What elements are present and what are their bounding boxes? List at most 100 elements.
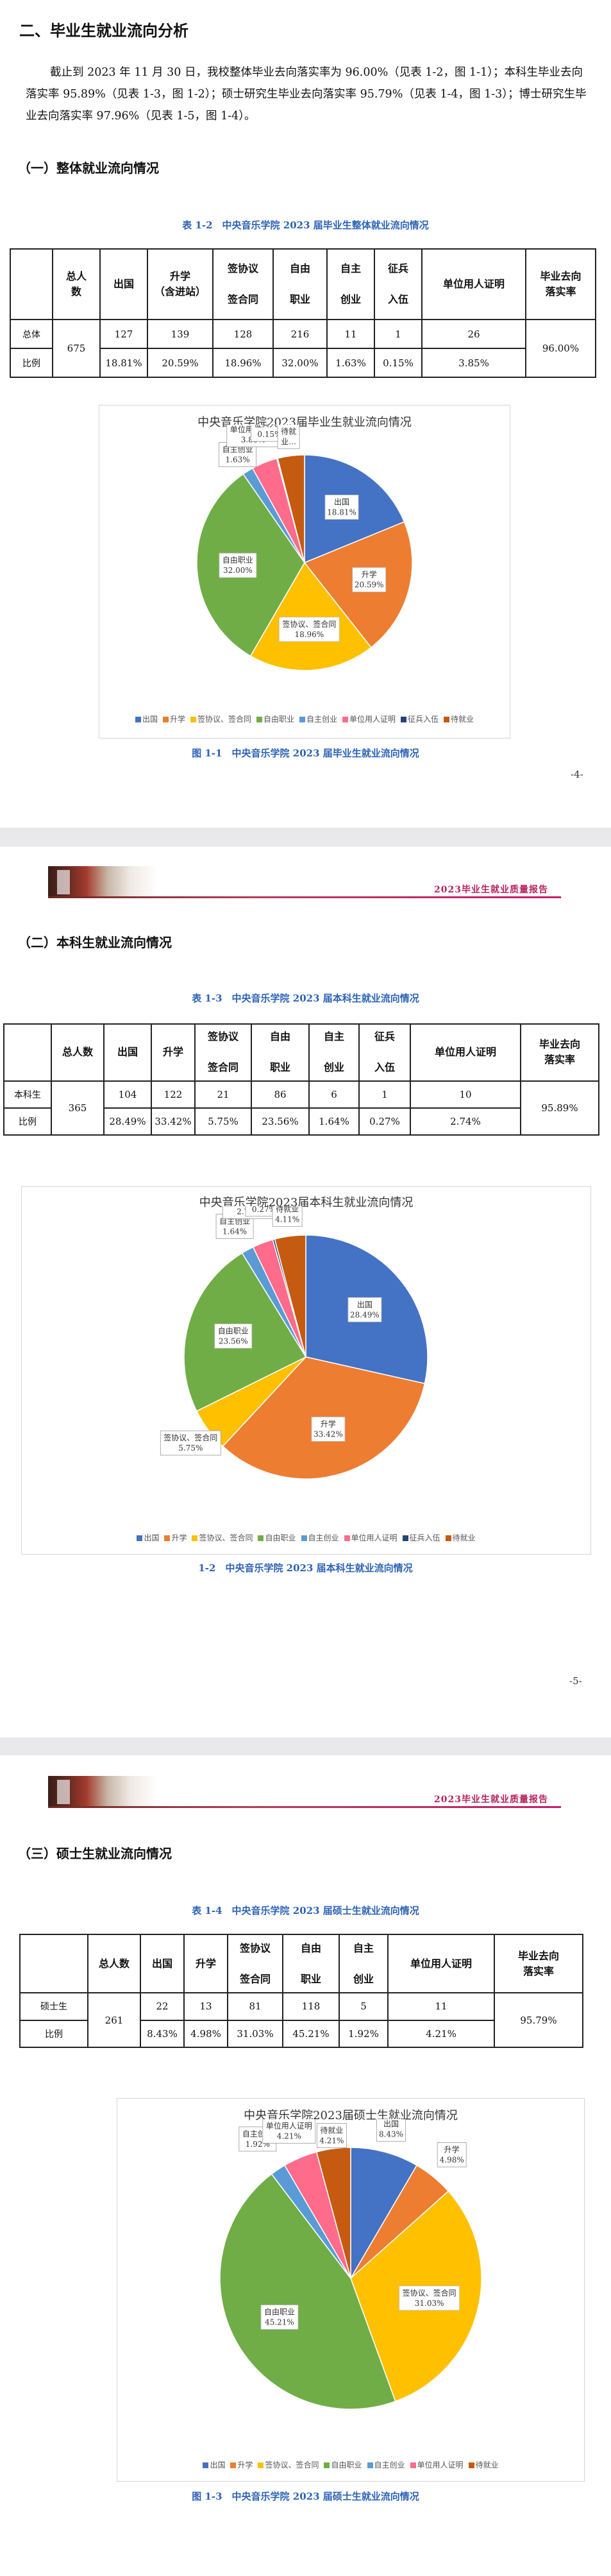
legend-label: 自主创业 [374, 2461, 405, 2469]
legend-item-ziyou: 自由职业 [324, 2461, 362, 2469]
cell-total: 675 [52, 319, 101, 378]
section-heading-undergrad: （二）本科生就业流向情况 [18, 935, 172, 950]
section-title: 二、毕业生就业流向分析 [19, 21, 188, 40]
svg-text:31.03%: 31.03% [415, 2299, 444, 2308]
legend-swatch [299, 717, 305, 722]
cell-ratio: 28.49% [103, 1107, 152, 1136]
legend-label: 自由职业 [265, 1533, 296, 1542]
svg-text:自主创业: 自主创业 [219, 1216, 250, 1225]
header-zizhu: 自主 创业 [339, 1933, 389, 1994]
cell-count: 139 [147, 319, 213, 350]
row-label: 比例 [19, 2019, 88, 2048]
legend-item-shengxue: 升学 [230, 2461, 253, 2469]
legend-item-zizhu: 自主创业 [301, 1533, 339, 1542]
legend-item-qianxieyi: 签协议、签合同 [190, 715, 251, 724]
pie-slice-daijiuye [315, 2147, 351, 2279]
pie-slice-qianxieyi [249, 561, 372, 671]
pie-label-daijiuye: 待就业 4.21% [317, 2123, 347, 2148]
header-ziyou: 自由 职业 [251, 1023, 310, 1082]
svg-text:4.11%: 4.11% [275, 1215, 299, 1224]
legend-label: 签协议、签合同 [199, 1533, 253, 1542]
svg-text:待就: 待就 [281, 427, 296, 436]
legend-label: 签协议、签合同 [265, 2461, 319, 2469]
legend-label: 出国 [142, 715, 158, 724]
pie-label-shengxue: 升学 20.59% [352, 567, 387, 592]
cell-total: 261 [87, 1992, 141, 2048]
page-header: 2023毕业生就业质量报告 [48, 1776, 561, 1808]
header-ziyou: 自由 职业 [272, 248, 328, 321]
chart-box-master: 中央音乐学院2023届硕士生就业流向情况 出国 8.43% 升学 4.98% 签协议、签… [117, 2098, 585, 2482]
cell-rate: 95.89% [520, 1080, 599, 1136]
row-label: 比例 [10, 348, 53, 378]
header-ziyou: 自由 职业 [282, 1933, 340, 1994]
legend-item-ziyou: 自由职业 [256, 715, 294, 724]
cell-ratio: 18.81% [99, 348, 148, 378]
legend-swatch [367, 2462, 373, 2468]
legend-swatch [162, 717, 169, 722]
legend-swatch [402, 1535, 408, 1541]
pie-label-shengxue: 升学4.98% [437, 2142, 467, 2167]
legend-item-chuguo: 出国 [137, 1533, 159, 1542]
cell-count: 6 [308, 1080, 360, 1109]
cell-total: 365 [51, 1080, 105, 1136]
legend-label: 升学 [237, 2461, 253, 2469]
svg-text:待就业: 待就业 [320, 2126, 343, 2135]
page-number: -4- [571, 769, 583, 780]
header-danwei: 单位用人证明 [421, 248, 526, 321]
legend-label: 单位用人证明 [417, 2461, 464, 2469]
cell-count: 216 [272, 319, 328, 350]
table-undergrad: 总人数 出国 升学 签协议 签合同 自由 职业 自主 创业 征兵 入伍 单位用人证明 毕… [3, 1023, 599, 1136]
cell-count: 127 [99, 319, 148, 350]
header-danwei: 单位用人证明 [387, 1933, 495, 1994]
pie-label-daijiuye: 待就业… [277, 425, 300, 449]
legend-item-shengxue: 升学 [162, 715, 185, 724]
cell-ratio: 18.96% [212, 348, 274, 378]
svg-text:自由职业: 自由职业 [264, 2308, 295, 2317]
chart-legend: 出国 升学 签协议、签合同 自由职业 自主创业 单位用人证明 征兵入伍 待就业 [99, 713, 510, 724]
header-zhengbing: 征兵 入伍 [358, 1023, 411, 1082]
pie-chart-master: 出国8.43%升学4.98%签协议、签合同31.03%自由职业45.21%自主创… [219, 2119, 482, 2410]
svg-text:自由职业: 自由职业 [218, 1326, 249, 1335]
header-zhengbing: 征兵 入伍 [374, 248, 423, 321]
section-heading-master: （三）硕士生就业流向情况 [18, 1846, 172, 1861]
cell-ratio: 5.75% [194, 1107, 252, 1136]
svg-text:20.59%: 20.59% [355, 581, 384, 590]
cell-ratio: 3.85% [421, 348, 526, 378]
legend-swatch [135, 717, 141, 722]
cell-ratio: 1.92% [339, 2019, 389, 2048]
cell-count: 5 [339, 1992, 389, 2021]
cell-ratio: 4.98% [183, 2019, 228, 2048]
cell-count: 21 [194, 1080, 252, 1109]
cell-ratio: 23.56% [251, 1107, 310, 1136]
header-zizhu: 自主 创业 [326, 248, 375, 321]
legend-label: 自由职业 [263, 715, 294, 724]
cell-ratio: 32.00% [272, 348, 328, 378]
cell-ratio: 33.42% [151, 1107, 196, 1136]
cell-ratio: 1.63% [326, 348, 375, 378]
legend-item-daijiuye: 待就业 [468, 2461, 499, 2469]
header-title: 2023毕业生就业质量报告 [434, 1795, 548, 1805]
cell-count: 13 [183, 1992, 228, 2021]
row-label: 总体 [10, 319, 53, 350]
cell-count: 11 [387, 1992, 495, 2021]
legend-item-qianxieyi: 签协议、签合同 [192, 1533, 253, 1542]
pie-label-qianxieyi: 签协议、签合同 5.75% [160, 1430, 221, 1456]
header-qianxieyi: 签协议 签合同 [194, 1023, 252, 1082]
svg-text:0.15%: 0.15% [257, 430, 281, 439]
svg-text:45.21%: 45.21% [265, 2318, 294, 2327]
section-heading-overall: （一）整体就业流向情况 [18, 160, 159, 176]
cell-count: 104 [103, 1080, 152, 1109]
svg-text:签协议、签合同: 签协议、签合同 [163, 1433, 217, 1442]
svg-text:签协议、签合同: 签协议、签合同 [282, 619, 336, 629]
legend-label: 自主创业 [306, 715, 338, 724]
header-chuguo: 出国 [140, 1933, 185, 1994]
legend-swatch [342, 717, 349, 722]
intro-paragraph: 截止到 2023 年 11 月 30 日，我校整体毕业去向落实率为 96.00%… [26, 66, 587, 123]
svg-text:升学: 升学 [362, 570, 377, 579]
table-caption-undergrad: 表 1-3 中央音乐学院 2023 届本科生就业流向情况 [192, 993, 419, 1004]
